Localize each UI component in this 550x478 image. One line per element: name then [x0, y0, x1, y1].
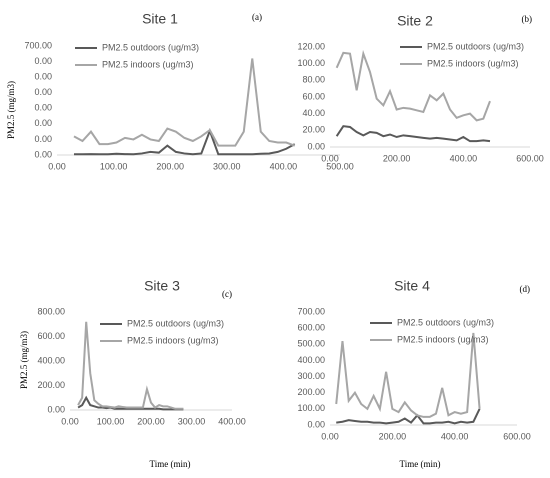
data-line — [335, 125, 491, 143]
x-axis-label: Time (min) — [400, 459, 441, 469]
y-tick-label: 300.00 — [297, 371, 325, 381]
x-tick-label: 0.00 — [321, 431, 339, 441]
legend-label: PM2.5 indoors (ug/m3) — [427, 58, 519, 68]
y-tick-label: 20.00 — [302, 125, 325, 135]
x-axis-label: Time (min) — [150, 459, 191, 469]
y-tick-label: 0.00 — [34, 118, 52, 128]
data-line — [335, 49, 491, 122]
y-tick-label: 0.00 — [34, 87, 52, 97]
chart-title: Site 4 — [394, 278, 430, 294]
x-tick-label: 500.00 — [326, 161, 354, 171]
x-tick-label: 200.00 — [156, 161, 184, 171]
chart-title: Site 1 — [142, 11, 178, 27]
y-tick-label: 120.00 — [297, 41, 325, 51]
legend-label: PM2.5 outdoors (ug/m3) — [102, 42, 199, 52]
y-tick-label: 0.00 — [34, 134, 52, 144]
y-tick-label: 400.00 — [297, 355, 325, 365]
data-line — [77, 395, 184, 411]
x-tick-label: 0.00 — [61, 416, 79, 426]
data-line — [335, 332, 481, 418]
y-tick-label: 600.00 — [37, 331, 65, 341]
chart-title: Site 3 — [144, 278, 180, 294]
x-tick-label: 600.00 — [516, 153, 544, 163]
x-tick-label: 300.00 — [178, 416, 206, 426]
data-line — [77, 321, 184, 410]
y-tick-label: 400.00 — [37, 355, 65, 365]
x-tick-label: 300.00 — [213, 161, 241, 171]
y-tick-label: 200.00 — [37, 380, 65, 390]
x-tick-label: 400.00 — [218, 416, 246, 426]
x-tick-label: 400.00 — [270, 161, 298, 171]
y-tick-label: 0.00 — [34, 72, 52, 82]
y-tick-label: 700.00 — [297, 306, 325, 316]
panel-label: (c) — [222, 289, 232, 299]
y-tick-label: 100.00 — [297, 403, 325, 413]
data-line — [336, 408, 481, 425]
y-tick-label: 0.00 — [307, 141, 325, 151]
legend-label: PM2.5 indoors (ug/m3) — [397, 334, 489, 344]
panel-label: (d) — [520, 284, 531, 294]
y-tick-label: 600.00 — [297, 323, 325, 333]
x-tick-label: 0.00 — [48, 161, 66, 171]
legend-label: PM2.5 outdoors (ug/m3) — [397, 317, 494, 327]
y-tick-label: 60.00 — [302, 91, 325, 101]
x-tick-label: 200.00 — [383, 153, 411, 163]
data-line — [73, 127, 296, 156]
data-line — [73, 58, 296, 147]
y-axis-label: PM2.5 (mg/m3) — [6, 81, 16, 139]
y-tick-label: 0.00 — [307, 419, 325, 429]
chart-title: Site 2 — [397, 13, 433, 29]
legend-label: PM2.5 indoors (ug/m3) — [127, 335, 219, 345]
y-tick-label: 200.00 — [297, 387, 325, 397]
x-tick-label: 200.00 — [137, 416, 165, 426]
x-tick-label: 400.00 — [441, 431, 469, 441]
panel-label: (b) — [522, 14, 533, 24]
y-tick-label: 700.00 — [24, 40, 52, 50]
legend-label: PM2.5 outdoors (ug/m3) — [127, 318, 224, 328]
y-tick-label: 100.00 — [297, 58, 325, 68]
y-tick-label: 0.00 — [34, 103, 52, 113]
x-tick-label: 100.00 — [97, 416, 125, 426]
y-tick-label: 500.00 — [297, 339, 325, 349]
x-tick-label: 100.00 — [100, 161, 128, 171]
y-tick-label: 0.00 — [34, 56, 52, 66]
y-tick-label: 0.00 — [47, 404, 65, 414]
legend-label: PM2.5 outdoors (ug/m3) — [427, 41, 524, 51]
y-tick-label: 80.00 — [302, 75, 325, 85]
panel-label: (a) — [252, 12, 262, 22]
legend-label: PM2.5 indoors (ug/m3) — [102, 59, 194, 69]
x-tick-label: 200.00 — [379, 431, 407, 441]
y-tick-label: 40.00 — [302, 108, 325, 118]
x-tick-label: 400.00 — [450, 153, 478, 163]
y-tick-label: 800.00 — [37, 306, 65, 316]
x-tick-label: 600.00 — [503, 431, 531, 441]
y-axis-label: PM2.5 (mg/m3) — [19, 331, 29, 389]
x-tick-label: 0.00 — [321, 153, 339, 163]
y-tick-label: 0.00 — [34, 149, 52, 159]
